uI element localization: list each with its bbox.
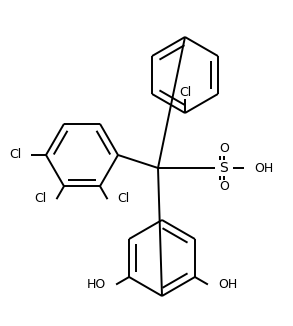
Text: OH: OH bbox=[218, 278, 237, 291]
Text: O: O bbox=[219, 181, 229, 194]
Text: Cl: Cl bbox=[179, 85, 191, 98]
Text: HO: HO bbox=[87, 278, 106, 291]
Text: Cl: Cl bbox=[117, 192, 130, 205]
Text: O: O bbox=[219, 142, 229, 156]
Text: OH: OH bbox=[254, 161, 273, 174]
Text: Cl: Cl bbox=[9, 149, 21, 161]
Text: S: S bbox=[220, 161, 228, 175]
Text: Cl: Cl bbox=[34, 192, 47, 205]
